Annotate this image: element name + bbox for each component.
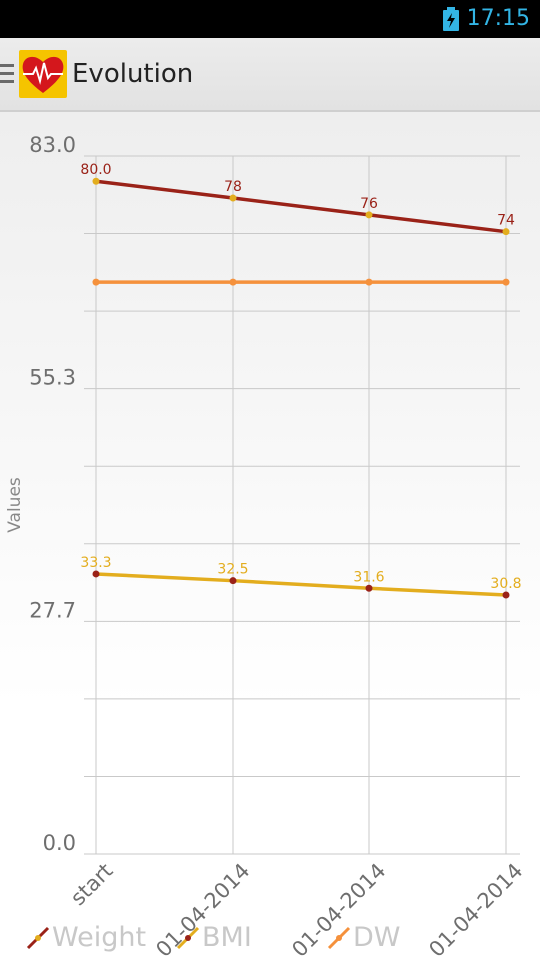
data-point-dw	[229, 278, 237, 286]
data-point-dw	[365, 278, 373, 286]
legend-swatch-weight	[26, 926, 50, 950]
data-label-bmi: 31.6	[353, 569, 384, 585]
data-label-weight: 78	[224, 179, 242, 195]
data-point-bmi	[365, 584, 373, 592]
data-label-bmi: 32.5	[217, 562, 248, 578]
legend-label-weight: Weight	[52, 922, 147, 953]
evolution-chart: 83.0 55.3 27.7 0.0 Values start 01-04-2014 01-0…	[0, 112, 540, 960]
x-tick-label: 01-04-2014	[424, 859, 527, 960]
screen-title: Evolution	[72, 59, 194, 89]
data-label-weight: 80.0	[80, 162, 111, 178]
data-label-bmi: 30.8	[490, 576, 521, 592]
data-point-weight	[502, 228, 510, 236]
data-point-bmi	[92, 570, 100, 578]
data-point-bmi	[229, 577, 237, 585]
data-label-bmi: 33.3	[80, 555, 111, 571]
data-point-dw	[92, 278, 100, 286]
menu-icon[interactable]	[0, 64, 14, 84]
y-tick-label: 27.7	[29, 598, 76, 622]
y-tick-label: 55.3	[29, 366, 76, 390]
status-clock: 17:15	[466, 6, 530, 31]
data-point-weight	[92, 177, 100, 185]
y-tick-label: 0.0	[43, 831, 76, 855]
battery-charging-icon	[443, 7, 459, 31]
legend-label-dw: DW	[353, 922, 401, 953]
legend-swatch-bmi	[176, 926, 200, 950]
legend-swatch-dw	[327, 926, 351, 950]
data-point-dw	[502, 278, 510, 286]
action-bar: Evolution	[0, 38, 540, 112]
status-bar: 17:15	[0, 0, 540, 38]
x-tick-label: start	[66, 859, 118, 911]
series-line-bmi	[95, 572, 507, 597]
data-point-bmi	[502, 591, 510, 599]
y-axis-title: Values	[5, 477, 25, 533]
y-tick-label: 83.0	[29, 133, 76, 157]
data-label-weight: 76	[360, 196, 378, 212]
heart-pulse-icon[interactable]	[19, 50, 67, 98]
data-point-weight	[365, 211, 373, 219]
data-point-weight	[229, 194, 237, 202]
data-label-weight: 74	[497, 213, 515, 229]
series-line-weight	[95, 179, 507, 234]
legend-label-bmi: BMI	[202, 922, 252, 953]
